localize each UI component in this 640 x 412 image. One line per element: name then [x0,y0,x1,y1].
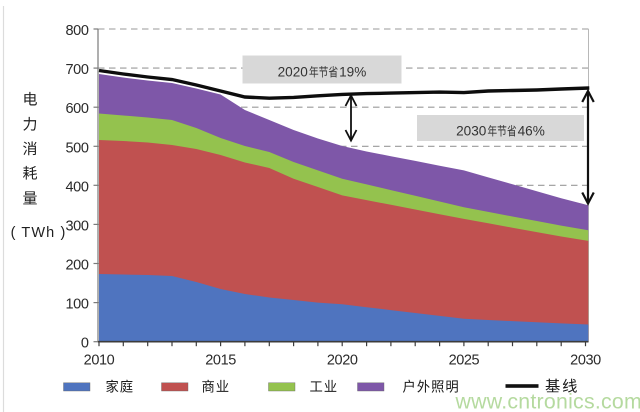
svg-text:700: 700 [66,62,89,78]
svg-text:600: 600 [66,101,89,117]
svg-text:2030: 2030 [570,353,601,369]
svg-text:300: 300 [66,218,89,234]
svg-text:46%: 46% [518,124,545,139]
svg-text:200: 200 [66,258,89,274]
svg-text:( TWh ): ( TWh ) [11,225,67,241]
svg-text:500: 500 [66,140,89,156]
svg-text:2010: 2010 [84,353,115,369]
svg-text:800: 800 [66,23,89,39]
svg-text:2025: 2025 [449,353,480,369]
svg-text:2020: 2020 [278,65,309,80]
svg-text:0: 0 [81,336,89,352]
svg-text:www.cntronics.com: www.cntronics.com [455,390,640,412]
svg-text:2020: 2020 [327,353,358,369]
svg-text:19%: 19% [339,65,366,80]
svg-text:400: 400 [66,179,89,195]
svg-text:100: 100 [66,297,89,313]
svg-text:2015: 2015 [205,353,236,369]
svg-text:2030: 2030 [456,124,487,139]
